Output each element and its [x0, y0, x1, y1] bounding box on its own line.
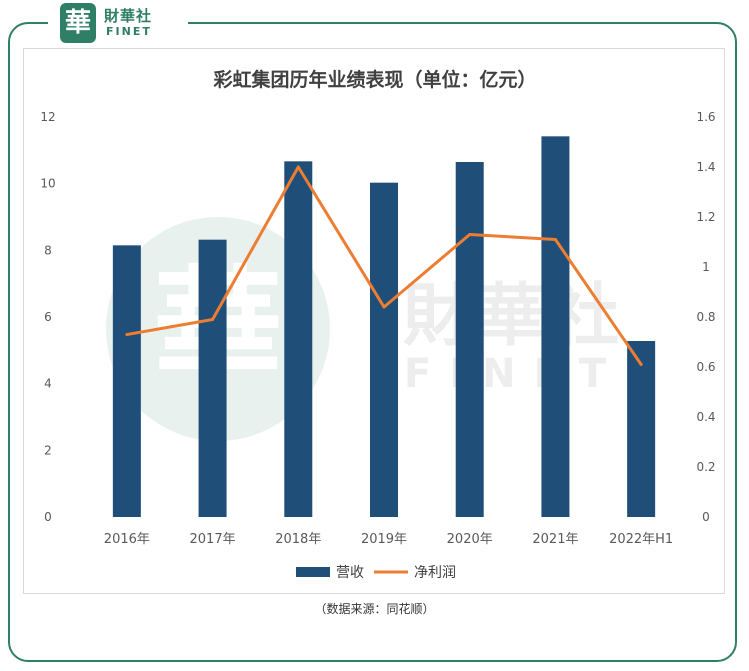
- x-tick-label: 2016年: [104, 532, 150, 547]
- x-tick-label: 2020年: [447, 532, 493, 547]
- x-tick-label: 2021年: [532, 532, 578, 547]
- profit-line: [125, 165, 643, 366]
- right-tick-label: 0.2: [696, 460, 715, 474]
- bar-2022年H1: [627, 341, 656, 517]
- x-tick-label: 2017年: [190, 532, 236, 547]
- bar-2021年: [541, 136, 570, 517]
- profit-point-2020年: [468, 233, 472, 236]
- profit-point-2016年: [125, 333, 129, 336]
- left-tick-label: 2: [44, 443, 52, 457]
- left-tick-label: 10: [40, 177, 55, 191]
- right-tick-label: 0: [702, 510, 710, 524]
- right-tick-label: 1.6: [696, 110, 715, 124]
- brand-badge-icon: 華: [60, 3, 96, 43]
- profit-point-2021年: [553, 238, 557, 241]
- x-tick-label: 2018年: [275, 532, 321, 547]
- x-axis: 2016年 2017年 2018年 2019年 2020年 2021年 2022年H1: [104, 532, 673, 547]
- legend-bar-label: 营收: [336, 565, 364, 581]
- bar-2017年: [198, 239, 227, 517]
- bar-2016年: [112, 245, 141, 518]
- brand-logo: 華 財華社 FINET: [48, 0, 188, 46]
- legend-bar-swatch: [296, 567, 330, 577]
- bar-2020年: [455, 162, 484, 517]
- bar-2019年: [370, 182, 398, 517]
- legend-line-label: 净利润: [414, 565, 456, 581]
- right-tick-label: 1: [702, 260, 710, 274]
- profit-point-2018年: [296, 165, 300, 169]
- right-tick-label: 0.4: [696, 410, 715, 424]
- profit-point-2019年: [382, 305, 386, 309]
- revenue-profit-chart: 華 財華社 FINET 彩虹集团历年业绩表现（单位：亿元） 024681012 …: [40, 68, 715, 581]
- left-tick-label: 8: [44, 243, 52, 257]
- left-tick-label: 4: [44, 377, 52, 391]
- x-tick-label: 2022年H1: [609, 532, 673, 547]
- right-tick-label: 1.4: [696, 160, 715, 174]
- brand-name-cn: 財華社: [104, 7, 153, 25]
- right-tick-label: 1.2: [696, 210, 715, 224]
- right-tick-label: 0.8: [696, 310, 715, 324]
- left-tick-label: 0: [44, 510, 52, 524]
- watermark-name-cn: 財華社: [403, 277, 625, 356]
- left-tick-label: 6: [44, 310, 52, 324]
- left-axis: 0 2 4 6 8 10 12: [40, 110, 55, 524]
- right-tick-label: 0.6: [696, 360, 715, 374]
- bar-2018年: [284, 161, 313, 517]
- left-tick-label: 12: [40, 110, 55, 124]
- source-note: （数据来源：同花顺）: [314, 602, 435, 616]
- right-axis: 0 0.2 0.4 0.6 0.8 1 1.2 1.4 1.6: [696, 110, 715, 524]
- legend: 营收 净利润: [296, 565, 456, 581]
- chart-container: 華 財華社 FINET 彩虹集团历年业绩表现（单位：亿元） 024681012 …: [23, 48, 725, 594]
- profit-point-2022年H1: [639, 363, 643, 366]
- card-frame: [8, 22, 737, 662]
- x-tick-label: 2019年: [361, 532, 407, 547]
- brand-name-en: FINET: [106, 25, 152, 38]
- chart-title: 彩虹集团历年业绩表现（单位：亿元）: [212, 68, 536, 91]
- revenue-bars: [112, 136, 656, 518]
- profit-point-2017年: [211, 318, 215, 321]
- watermark-name-en: FINET: [404, 351, 624, 397]
